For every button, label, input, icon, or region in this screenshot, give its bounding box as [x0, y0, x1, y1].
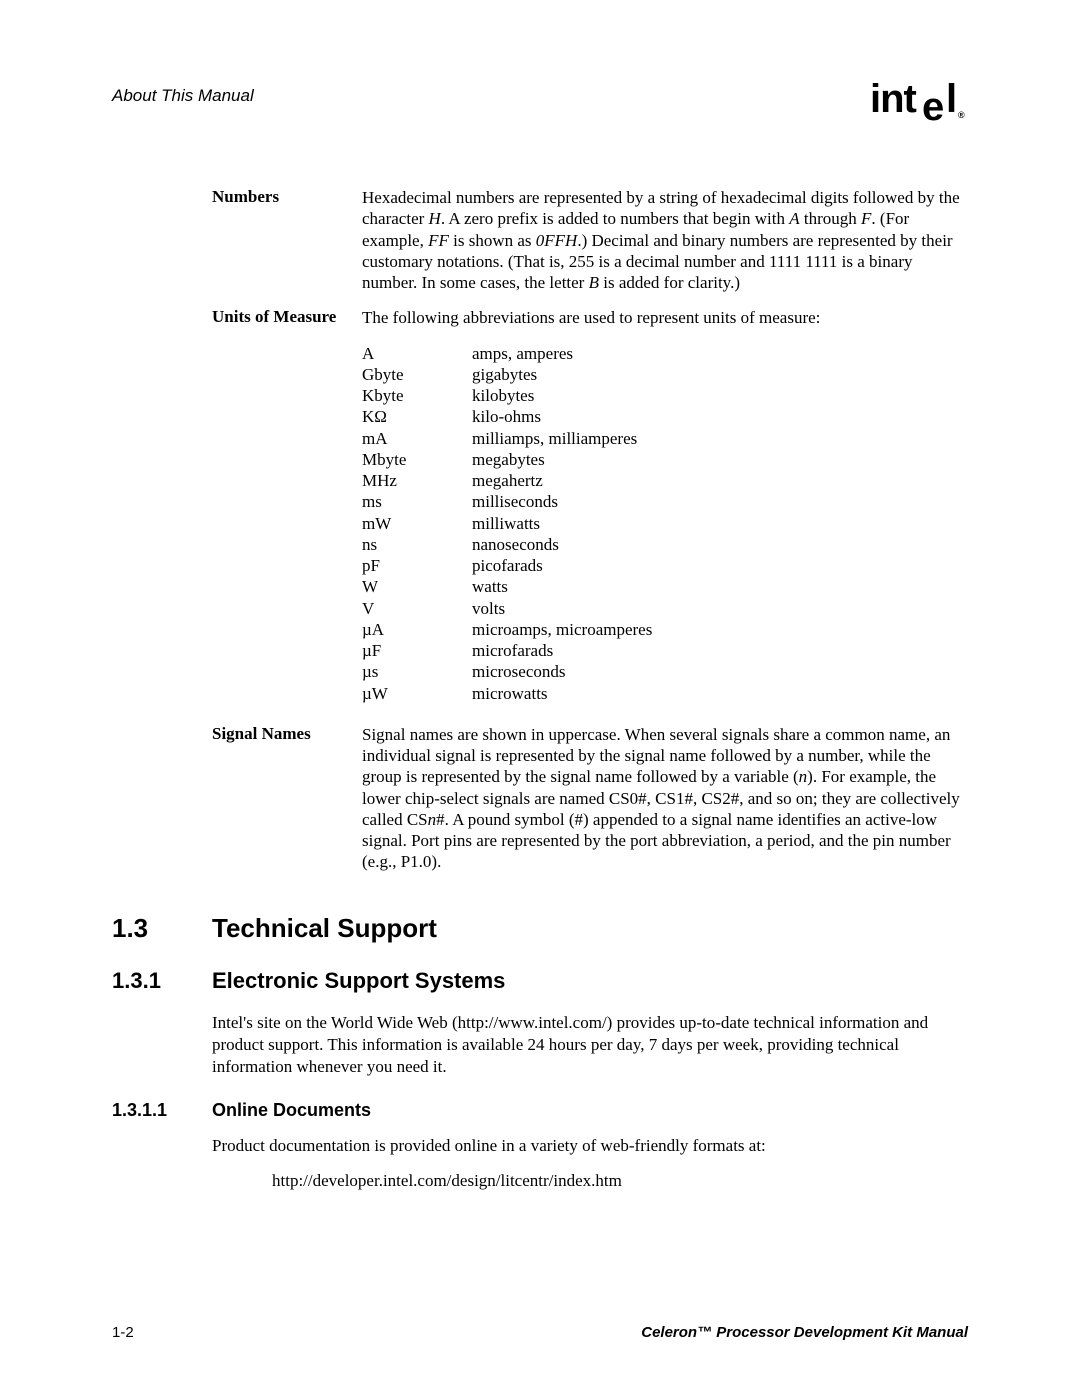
- units-row: µWmicrowatts: [362, 683, 968, 704]
- units-abbr: Mbyte: [362, 449, 472, 470]
- units-row: KΩkilo-ohms: [362, 406, 968, 427]
- units-desc: microwatts: [472, 683, 968, 704]
- units-row: µsmicroseconds: [362, 661, 968, 682]
- units-desc: milliwatts: [472, 513, 968, 534]
- definition-body: The following abbreviations are used to …: [362, 307, 968, 710]
- documentation-url: http://developer.intel.com/design/litcen…: [272, 1171, 968, 1191]
- units-desc: microfarads: [472, 640, 968, 661]
- heading-1-3-1-1: 1.3.1.1 Online Documents: [112, 1100, 968, 1121]
- units-row: µFmicrofarads: [362, 640, 968, 661]
- units-desc: megabytes: [472, 449, 968, 470]
- section-number: 1.3: [112, 913, 212, 944]
- paragraph-electronic-support: Intel's site on the World Wide Web (http…: [212, 1012, 968, 1078]
- svg-text:e: e: [922, 85, 943, 122]
- units-abbr: µs: [362, 661, 472, 682]
- units-desc: nanoseconds: [472, 534, 968, 555]
- units-desc: milliseconds: [472, 491, 968, 512]
- svg-text:int: int: [870, 82, 917, 121]
- definition-units: Units of Measure The following abbreviat…: [112, 307, 968, 710]
- units-row: Vvolts: [362, 598, 968, 619]
- page-number: 1-2: [112, 1324, 134, 1341]
- units-intro: The following abbreviations are used to …: [362, 307, 968, 328]
- units-row: Kbytekilobytes: [362, 385, 968, 406]
- definition-term: Numbers: [112, 187, 362, 293]
- units-abbr: mA: [362, 428, 472, 449]
- units-row: Wwatts: [362, 576, 968, 597]
- units-desc: kilobytes: [472, 385, 968, 406]
- units-abbr: MHz: [362, 470, 472, 491]
- units-desc: microseconds: [472, 661, 968, 682]
- page-header: About This Manual int e l ®: [112, 82, 968, 129]
- definition-term: Units of Measure: [112, 307, 362, 710]
- heading-1-3-1: 1.3.1 Electronic Support Systems: [112, 968, 968, 994]
- units-desc: milliamps, milliamperes: [472, 428, 968, 449]
- units-row: mWmilliwatts: [362, 513, 968, 534]
- definition-body: Hexadecimal numbers are represented by a…: [362, 187, 968, 293]
- units-abbr: Kbyte: [362, 385, 472, 406]
- definition-numbers: Numbers Hexadecimal numbers are represen…: [112, 187, 968, 293]
- units-desc: amps, amperes: [472, 343, 968, 364]
- units-abbr: KΩ: [362, 406, 472, 427]
- definition-term: Signal Names: [112, 724, 362, 873]
- units-abbr: ns: [362, 534, 472, 555]
- units-row: mAmilliamps, milliamperes: [362, 428, 968, 449]
- units-abbr: µF: [362, 640, 472, 661]
- units-abbr: pF: [362, 555, 472, 576]
- units-table: Aamps, amperesGbytegigabytesKbytekilobyt…: [362, 343, 968, 704]
- definition-body: Signal names are shown in uppercase. Whe…: [362, 724, 968, 873]
- units-desc: kilo-ohms: [472, 406, 968, 427]
- section-number: 1.3.1: [112, 968, 212, 994]
- page: About This Manual int e l ® Numbers Hexa…: [0, 0, 1080, 1397]
- units-desc: megahertz: [472, 470, 968, 491]
- units-desc: gigabytes: [472, 364, 968, 385]
- units-desc: watts: [472, 576, 968, 597]
- section-title: Technical Support: [212, 913, 437, 944]
- svg-text:l: l: [946, 82, 956, 121]
- units-row: Gbytegigabytes: [362, 364, 968, 385]
- units-abbr: ms: [362, 491, 472, 512]
- intel-logo-svg: int e l ®: [870, 82, 968, 122]
- units-abbr: µW: [362, 683, 472, 704]
- units-row: Mbytemegabytes: [362, 449, 968, 470]
- heading-1-3: 1.3 Technical Support: [112, 913, 968, 944]
- units-desc: microamps, microamperes: [472, 619, 968, 640]
- units-abbr: mW: [362, 513, 472, 534]
- units-desc: volts: [472, 598, 968, 619]
- manual-title-footer: Celeron™ Processor Development Kit Manua…: [641, 1324, 968, 1341]
- paragraph-online-documents: Product documentation is provided online…: [212, 1135, 968, 1157]
- units-row: nsnanoseconds: [362, 534, 968, 555]
- page-footer: 1-2 Celeron™ Processor Development Kit M…: [112, 1324, 968, 1341]
- units-row: pFpicofarads: [362, 555, 968, 576]
- units-abbr: V: [362, 598, 472, 619]
- intel-logo: int e l ®: [870, 82, 968, 129]
- units-abbr: A: [362, 343, 472, 364]
- section-title: Electronic Support Systems: [212, 968, 505, 994]
- section-title: Online Documents: [212, 1100, 371, 1121]
- running-header-text: About This Manual: [112, 82, 254, 106]
- units-row: µAmicroamps, microamperes: [362, 619, 968, 640]
- units-row: MHzmegahertz: [362, 470, 968, 491]
- units-abbr: Gbyte: [362, 364, 472, 385]
- svg-text:®: ®: [958, 110, 965, 120]
- definition-signal-names: Signal Names Signal names are shown in u…: [112, 724, 968, 873]
- section-number: 1.3.1.1: [112, 1100, 212, 1121]
- units-abbr: W: [362, 576, 472, 597]
- units-row: msmilliseconds: [362, 491, 968, 512]
- units-desc: picofarads: [472, 555, 968, 576]
- units-row: Aamps, amperes: [362, 343, 968, 364]
- units-abbr: µA: [362, 619, 472, 640]
